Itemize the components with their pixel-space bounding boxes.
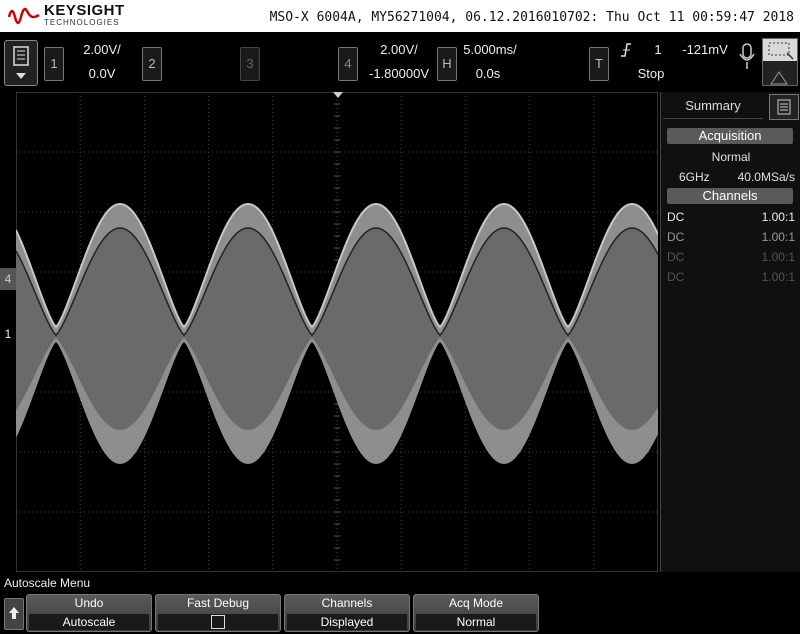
coupling: DC: [667, 210, 685, 224]
channels-value: Displayed: [287, 614, 407, 630]
trigger-edge-icon: [621, 43, 631, 57]
channel-4-scale: 2.00V/: [380, 42, 418, 57]
probe-ratio: 1.00:1: [761, 250, 795, 264]
brand-sub: TECHNOLOGIES: [44, 18, 120, 27]
zoom-select-button[interactable]: [762, 38, 798, 86]
probe-ratio: 1.00:1: [761, 210, 795, 224]
measure-icon: [770, 71, 788, 85]
back-button[interactable]: [4, 598, 24, 630]
channel-1-button[interactable]: 1: [44, 47, 64, 81]
list-icon: [777, 99, 791, 115]
trigger-button[interactable]: T: [589, 47, 609, 81]
undo-value: Autoscale: [29, 614, 149, 630]
microphone-icon[interactable]: [738, 42, 756, 72]
channels-title: Channels: [321, 596, 373, 610]
channel-4-summary: DC 1.00:1: [667, 270, 795, 284]
fast-debug-title: Fast Debug: [186, 596, 250, 610]
probe-ratio: 1.00:1: [761, 270, 795, 284]
channel-4-trace-inner: [16, 228, 658, 430]
summary-title: Summary: [685, 98, 741, 113]
menu-title: Autoscale Menu: [4, 576, 91, 590]
channel-3-summary: DC 1.00:1: [667, 250, 795, 264]
channel-1-summary: DC 1.00:1: [667, 210, 795, 224]
summary-tab[interactable]: Summary: [663, 94, 763, 119]
channel-4-button[interactable]: 4: [338, 47, 358, 81]
channel-4-marker-label: 4: [4, 272, 12, 286]
channel-2-summary: DC 1.00:1: [667, 230, 795, 244]
select-box-icon: [763, 39, 797, 61]
coupling: DC: [667, 270, 685, 284]
brand-name: KEYSIGHT: [44, 2, 125, 19]
main-menu-button[interactable]: [4, 40, 38, 86]
horizontal-delay: 0.0s: [475, 66, 501, 81]
acquisition-mode: Normal: [711, 150, 751, 164]
horizontal-scale: 5.000ms/: [463, 42, 517, 57]
fast-debug-checkbox[interactable]: [211, 615, 225, 629]
channels-softkey[interactable]: Channels Displayed: [284, 594, 410, 632]
device-info: MSO-X 6004A, MY56271004, 06.12.201601070…: [269, 10, 794, 25]
acquisition-header: Acquisition: [667, 128, 793, 144]
fast-debug-softkey[interactable]: Fast Debug: [155, 594, 281, 632]
waveform-display[interactable]: [16, 92, 658, 572]
panel-menu-button[interactable]: [769, 94, 799, 120]
channel-4-trace-edge: [16, 202, 658, 329]
channel-2-button[interactable]: 2: [142, 47, 162, 81]
undo-autoscale-softkey[interactable]: Undo Autoscale: [26, 594, 152, 632]
acq-mode-softkey[interactable]: Acq Mode Normal: [413, 594, 539, 632]
channels-header: Channels: [667, 188, 793, 204]
menu-icon: [13, 46, 29, 79]
summary-panel: Summary Acquisition Normal 6GHz 40.0MSa/…: [660, 92, 800, 572]
trigger-level: -121mV: [682, 42, 728, 57]
channel-1-offset: 0.0V: [88, 66, 116, 81]
undo-title: Undo: [74, 596, 104, 610]
run-state: Stop: [637, 66, 665, 81]
channel-4-offset: -1.80000V: [369, 66, 429, 81]
bandwidth: 6GHz: [679, 170, 710, 184]
acq-mode-value: Normal: [416, 614, 536, 630]
title-bar: KEYSIGHT TECHNOLOGIES MSO-X 6004A, MY562…: [0, 0, 800, 32]
trigger-position-marker: [333, 92, 343, 98]
channel-4-ground-marker[interactable]: 4: [0, 268, 16, 290]
control-bar: 1 2.00V/ 0.0V 2 3 4 2.00V/ -1.80000V H 5…: [0, 32, 800, 90]
probe-ratio: 1.00:1: [761, 230, 795, 244]
channel-1-scale: 2.00V/: [83, 42, 121, 57]
sample-rate: 40.0MSa/s: [737, 170, 795, 184]
acq-mode-title: Acq Mode: [448, 596, 504, 610]
coupling: DC: [667, 230, 685, 244]
keysight-logo-icon: [8, 7, 40, 25]
channel-1-ground-marker[interactable]: 1: [0, 324, 16, 344]
channel-4-trace-edge-dark: [16, 227, 658, 337]
fast-debug-checkbox-row: [158, 614, 278, 630]
horizontal-button[interactable]: H: [437, 47, 457, 81]
up-arrow-icon: [9, 607, 19, 619]
softkey-bar: Autoscale Menu Undo Autoscale Fast Debug…: [0, 574, 800, 632]
coupling: DC: [667, 250, 685, 264]
channel-3-button[interactable]: 3: [240, 47, 260, 81]
trigger-source: 1: [654, 42, 662, 57]
channel-1-marker-label: 1: [4, 327, 12, 341]
